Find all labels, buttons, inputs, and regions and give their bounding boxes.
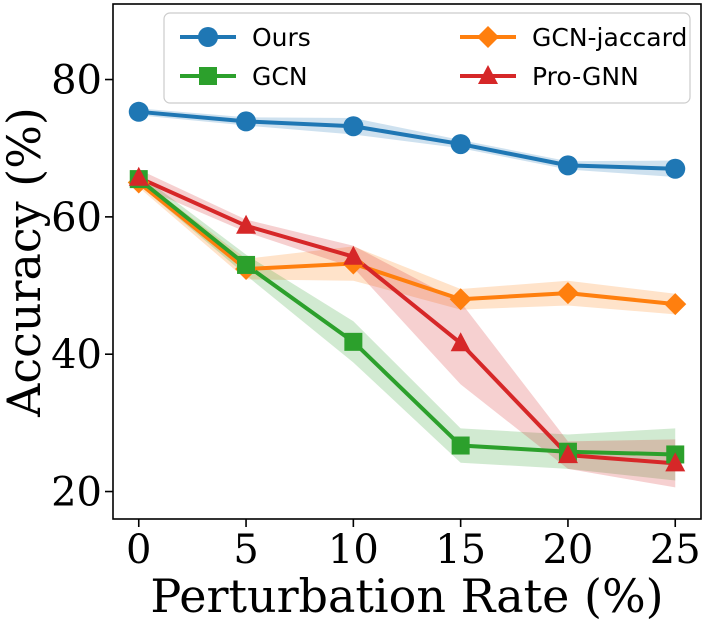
point-ours-0 bbox=[128, 101, 149, 122]
x-axis-ticks: 0 5 10 15 20 25 bbox=[126, 519, 701, 573]
point-gcn-jaccard-20 bbox=[556, 282, 579, 305]
y-axis-title: Accuracy (%) bbox=[0, 107, 51, 418]
band-gcn-jaccard bbox=[138, 177, 676, 315]
point-gcn-5 bbox=[237, 255, 256, 274]
y-tick-label-60: 60 bbox=[51, 195, 102, 241]
y-tick-label-20: 20 bbox=[51, 470, 102, 516]
legend-marker-gcn bbox=[199, 67, 217, 85]
point-ours-10 bbox=[343, 116, 364, 137]
line-pro-gnn bbox=[137, 175, 676, 466]
legend: Ours GCN-jaccard GCN Pro-GNN bbox=[163, 12, 691, 104]
x-tick-label-25: 25 bbox=[650, 527, 701, 573]
point-gcn-10 bbox=[344, 332, 363, 351]
y-tick-label-40: 40 bbox=[51, 332, 102, 378]
legend-label-gcn-jaccard: GCN-jaccard bbox=[532, 23, 687, 52]
band-gcn bbox=[138, 173, 676, 481]
x-tick-label-15: 15 bbox=[435, 527, 486, 573]
point-pro-gnn-25 bbox=[665, 452, 686, 472]
point-ours-25 bbox=[665, 158, 686, 179]
point-pro-gnn-10 bbox=[343, 245, 364, 265]
x-tick-label-20: 20 bbox=[542, 527, 593, 573]
series-markers bbox=[127, 101, 687, 472]
point-gcn-jaccard-15 bbox=[449, 288, 472, 311]
legend-label-ours: Ours bbox=[252, 23, 311, 52]
legend-label-gcn: GCN bbox=[252, 62, 308, 91]
band-pro-gnn bbox=[138, 169, 676, 488]
plot-frame bbox=[112, 3, 702, 520]
legend-marker-pro-gnn bbox=[478, 65, 498, 84]
legend-frame bbox=[163, 12, 691, 104]
legend-marker-ours bbox=[198, 27, 218, 47]
y-axis-ticks: 20 40 60 80 bbox=[51, 58, 113, 516]
point-pro-gnn-15 bbox=[450, 332, 471, 352]
x-tick-label-5: 5 bbox=[233, 527, 258, 573]
line-gcn bbox=[137, 177, 676, 457]
point-ours-5 bbox=[236, 111, 257, 132]
line-gcn-jaccard bbox=[137, 180, 676, 307]
legend-marker-gcn-jaccard bbox=[477, 26, 499, 48]
x-axis-title: Perturbation Rate (%) bbox=[150, 569, 663, 620]
point-gcn-15 bbox=[451, 436, 470, 455]
point-pro-gnn-5 bbox=[236, 214, 257, 234]
y-tick-label-80: 80 bbox=[51, 58, 102, 104]
point-ours-20 bbox=[557, 155, 578, 176]
series-lines bbox=[137, 109, 676, 466]
x-tick-label-10: 10 bbox=[328, 527, 379, 573]
point-gcn-jaccard-25 bbox=[664, 293, 687, 316]
line-ours bbox=[138, 109, 676, 171]
x-tick-label-0: 0 bbox=[126, 527, 151, 573]
legend-label-pro-gnn: Pro-GNN bbox=[532, 62, 639, 91]
point-ours-15 bbox=[450, 134, 471, 155]
point-pro-gnn-0 bbox=[128, 166, 149, 186]
point-pro-gnn-20 bbox=[557, 444, 578, 464]
